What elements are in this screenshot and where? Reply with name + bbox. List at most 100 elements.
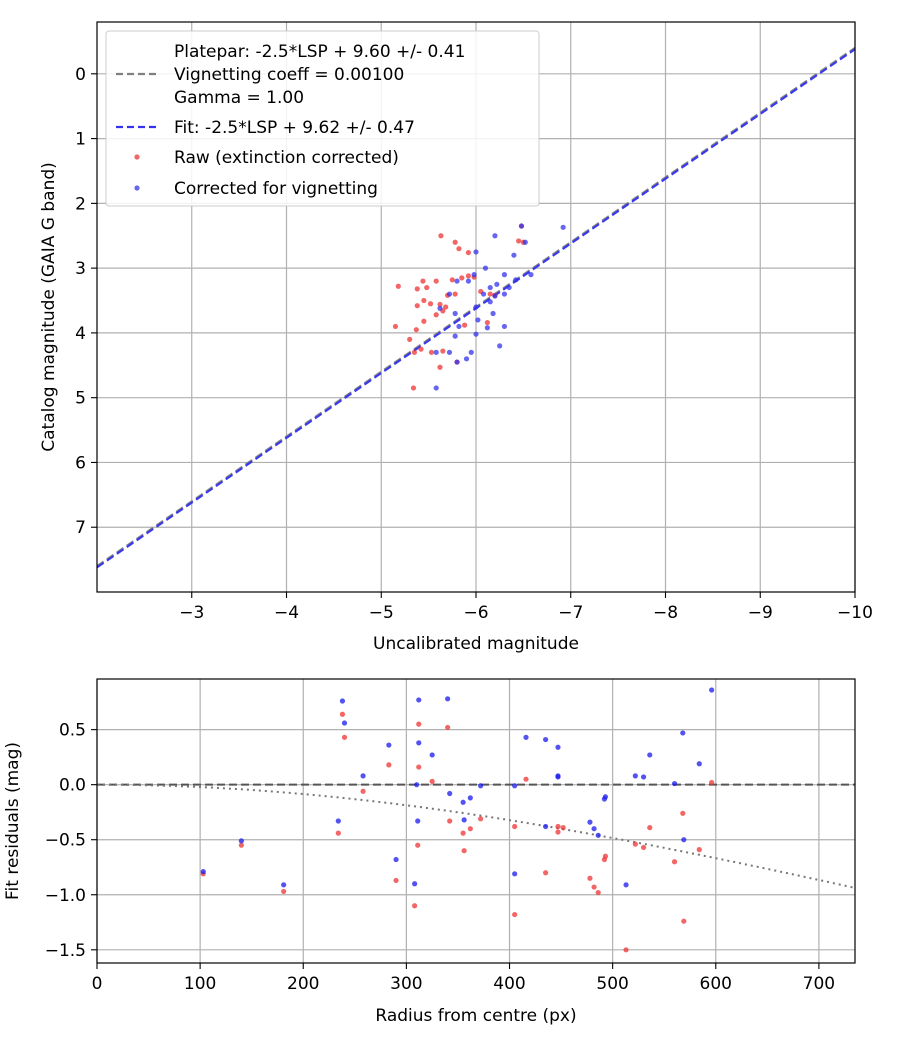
bottom-series-1-point <box>543 736 549 743</box>
bottom-x-tick-label: 300 <box>390 974 422 994</box>
top-series-1-point <box>463 356 470 362</box>
bottom-series-0-point <box>591 884 597 890</box>
bottom-series-1-point <box>623 882 629 888</box>
top-series-0-point <box>452 291 458 297</box>
bottom-series-1-point <box>341 720 348 726</box>
bottom-series-0-point <box>681 918 687 924</box>
bottom-y-tick-label: 0.0 <box>59 776 86 796</box>
top-y-tick-label: 6 <box>75 453 86 473</box>
top-series-1-point <box>511 252 517 258</box>
top-series-1-point <box>501 323 508 330</box>
top-series-0-point <box>516 238 522 244</box>
top-y-tick-label: 3 <box>75 259 86 279</box>
bottom-chart: 0 100 200 300 400 500 600 700 0.5 0.0 −0.5 −1.0 −1.… <box>3 678 856 1026</box>
bottom-series-1-point <box>360 773 366 779</box>
bottom-series-0-point <box>360 788 366 794</box>
top-series-0-point <box>462 322 468 328</box>
top-series-0-point <box>414 286 420 292</box>
top-series-1-point <box>528 272 534 278</box>
top-series-0-point <box>413 327 419 333</box>
top-scatter-points <box>392 223 566 391</box>
bottom-series-1-point <box>467 795 473 801</box>
top-x-axis-label: Uncalibrated magnitude <box>373 634 579 654</box>
bottom-series-0-point <box>555 823 561 830</box>
bottom-x-axis-label: Radius from centre (px) <box>375 1006 576 1026</box>
top-y-tick-label: 0 <box>75 65 86 85</box>
bottom-series-0-point <box>478 816 484 822</box>
top-series-1-point <box>446 291 453 297</box>
bottom-series-1-point <box>647 752 653 758</box>
legend-corrected-label: Corrected for vignetting <box>174 179 378 199</box>
top-series-1-point <box>433 349 439 355</box>
bottom-series-0-point <box>680 810 686 816</box>
top-series-0-point <box>487 291 493 297</box>
top-series-0-point <box>440 348 446 354</box>
top-x-tick-label: −3 <box>179 603 204 623</box>
bottom-series-1-point <box>671 780 678 787</box>
top-series-0-point <box>465 273 472 279</box>
top-y-axis-label: Catalog magnitude (GAIA G band) <box>39 162 59 452</box>
top-series-1-point <box>471 272 477 278</box>
bottom-series-0-point <box>467 826 473 832</box>
bottom-reference-lines <box>97 783 855 889</box>
bottom-series-0-point <box>602 853 609 859</box>
top-series-0-point <box>433 312 439 318</box>
legend-raw-label: Raw (extinction corrected) <box>174 148 399 168</box>
top-series-1-point <box>473 304 479 310</box>
top-legend: Platepar: -2.5*LSP + 9.60 +/- 0.41 Vigne… <box>105 30 540 207</box>
bottom-scatter-points <box>200 687 715 953</box>
bottom-y-tick-label: 0.5 <box>59 721 86 741</box>
bottom-series-1-point <box>632 773 638 779</box>
bottom-series-0-point <box>416 721 422 727</box>
top-x-tick-label: −9 <box>748 603 773 623</box>
top-series-0-point <box>407 336 413 342</box>
top-series-0-point <box>456 246 462 252</box>
bottom-series-0-point <box>386 762 392 768</box>
top-series-1-point <box>506 284 512 291</box>
bottom-series-0-point <box>595 889 601 896</box>
top-series-0-point <box>433 278 439 284</box>
top-series-0-point <box>411 349 418 355</box>
top-series-0-point <box>452 239 458 245</box>
top-series-0-point <box>421 318 427 324</box>
bottom-series-1-point <box>523 734 529 740</box>
bottom-x-tick-label: 0 <box>92 974 103 994</box>
top-series-1-point <box>452 310 458 317</box>
top-x-tick-label: −8 <box>653 603 678 623</box>
top-series-1-point <box>501 272 508 278</box>
bottom-x-tick-label: 500 <box>596 974 628 994</box>
bottom-series-1-point <box>414 782 420 788</box>
top-series-0-point <box>484 319 490 326</box>
top-x-tick-label: −5 <box>369 603 394 623</box>
bottom-x-tick-label: 400 <box>493 974 525 994</box>
top-y-ticks: 0 1 2 3 4 5 6 7 <box>75 65 97 538</box>
legend-corrected-marker <box>134 185 140 191</box>
bottom-series-1-point <box>680 730 686 736</box>
bottom-series-0-point <box>512 823 518 830</box>
top-series-0-point <box>437 301 443 308</box>
top-series-1-point <box>437 305 443 311</box>
bottom-series-0-point <box>587 875 593 881</box>
top-series-1-point <box>487 299 493 305</box>
top-x-tick-label: −6 <box>463 603 488 623</box>
top-series-0-point <box>459 275 465 281</box>
bottom-x-tick-label: 100 <box>184 974 216 994</box>
bottom-series-1-point <box>640 774 647 780</box>
bottom-series-1-point <box>429 752 435 758</box>
bottom-series-0-point <box>647 825 653 831</box>
legend-vignetting-label: Vignetting coeff = 0.00100 <box>174 65 404 85</box>
bottom-series-1-point <box>415 818 421 824</box>
top-series-0-point <box>414 303 420 309</box>
top-series-0-point <box>465 249 472 256</box>
bottom-series-0-point <box>709 779 715 786</box>
top-x-ticks: −3 −4 −5 −6 −7 −8 −9 −10 <box>179 592 873 623</box>
bottom-series-0-point <box>415 842 421 848</box>
bottom-series-1-point <box>386 742 392 748</box>
top-series-1-point <box>446 349 453 355</box>
bottom-y-axis-label: Fit residuals (mag) <box>3 742 23 900</box>
bottom-series-1-point <box>696 761 702 767</box>
top-series-0-point <box>410 385 417 391</box>
legend-gamma-label: Gamma = 1.00 <box>174 88 304 108</box>
top-series-0-point <box>421 297 427 304</box>
